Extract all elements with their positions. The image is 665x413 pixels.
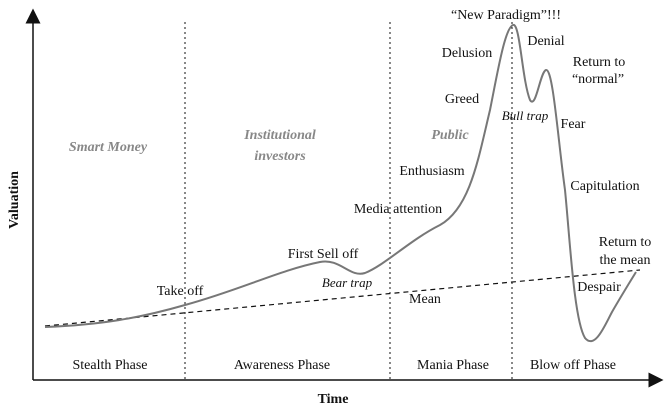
annotation: Denial — [527, 34, 564, 49]
annotation: Return to — [573, 55, 626, 70]
annotation: Take off — [157, 284, 204, 299]
annotation: “New Paradigm”!!! — [451, 8, 561, 23]
investor-label: Institutional — [243, 128, 316, 143]
phase-label: Awareness Phase — [234, 358, 330, 373]
annotation: Media attention — [354, 202, 442, 217]
bubble-curve — [44, 23, 637, 342]
annotation: the mean — [600, 253, 651, 268]
annotation: Despair — [577, 280, 621, 295]
annotation: Return to — [599, 235, 652, 250]
annotation: Bull trap — [502, 108, 549, 123]
phase-label: Blow off Phase — [530, 358, 616, 373]
mean-line — [44, 269, 641, 327]
y-axis-label: Valuation — [7, 171, 22, 229]
phase-label: Mania Phase — [417, 358, 489, 373]
annotation: Delusion — [442, 46, 493, 61]
annotation: Mean — [409, 292, 441, 307]
annotation: First Sell off — [288, 247, 359, 262]
annotation: Bear trap — [322, 275, 373, 290]
investor-label: Public — [431, 128, 469, 143]
investor-label: Smart Money — [69, 140, 148, 155]
annotation: Greed — [445, 92, 479, 107]
x-axis-label: Time — [318, 392, 349, 407]
phase-label: Stealth Phase — [72, 358, 147, 373]
investor-label: investors — [254, 149, 306, 164]
annotation: Fear — [561, 117, 586, 132]
annotation: Capitulation — [570, 179, 639, 194]
annotation: “normal” — [572, 72, 624, 87]
annotation: Enthusiasm — [399, 164, 464, 179]
